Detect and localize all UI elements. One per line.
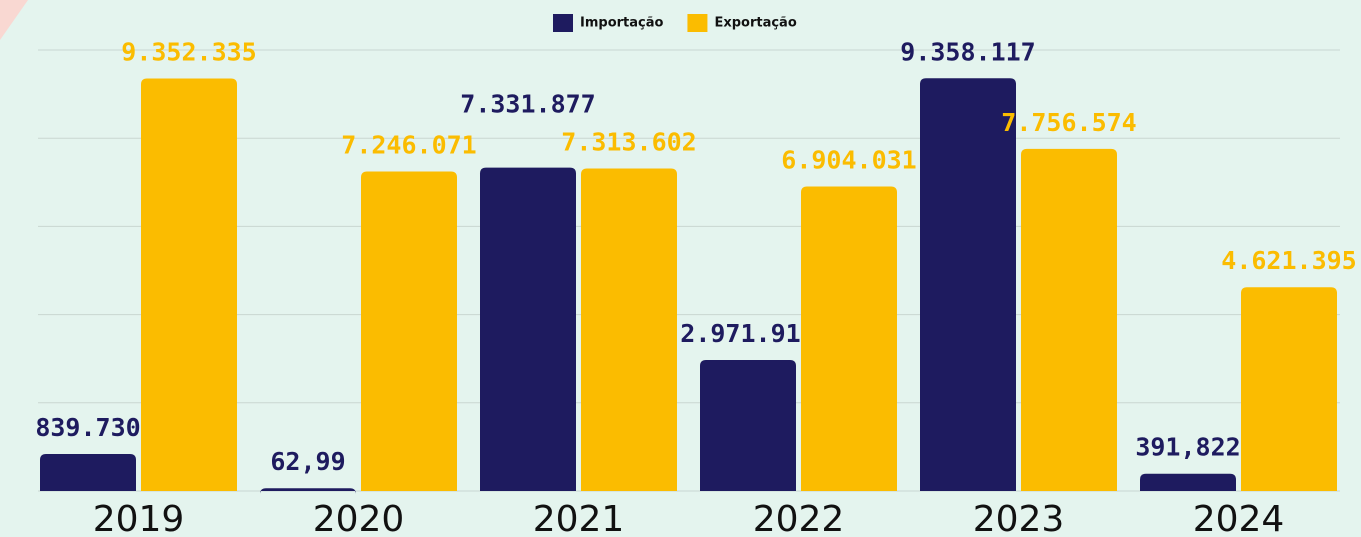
value-label: 7.313.602 <box>561 127 696 156</box>
bar <box>1241 287 1337 491</box>
value-label: 2.971.918 <box>680 319 815 348</box>
legend-label: Importação <box>580 16 663 31</box>
x-tick-label: 2024 <box>1193 499 1285 537</box>
bar <box>480 167 576 491</box>
bar <box>581 168 677 491</box>
value-label: 7.246.071 <box>341 130 476 159</box>
bar <box>700 359 796 491</box>
value-label: 9.358.117 <box>900 37 1035 66</box>
bar <box>141 78 237 492</box>
corner-decoration <box>0 0 28 40</box>
bar <box>40 453 136 491</box>
legend-label: Exportação <box>714 16 796 31</box>
value-label: 4.621.395 <box>1221 246 1356 275</box>
legend-swatch <box>687 14 708 32</box>
bar <box>260 488 356 495</box>
value-label: 7.756.574 <box>1001 108 1136 137</box>
value-label: 391,822 <box>1135 433 1240 462</box>
value-label: 62,99 <box>270 447 345 476</box>
bar <box>1140 473 1236 491</box>
bar <box>361 171 457 491</box>
x-tick-label: 2022 <box>753 499 845 537</box>
x-tick-label: 2020 <box>313 499 405 537</box>
legend-swatch <box>553 14 573 32</box>
value-label: 7.331.877 <box>460 90 595 119</box>
x-tick-label: 2023 <box>973 499 1065 537</box>
bar <box>1021 148 1117 491</box>
bar <box>920 78 1016 491</box>
value-label: 9.352.335 <box>121 38 256 67</box>
value-label: 6.904.031 <box>781 146 916 175</box>
bar <box>801 186 897 491</box>
x-tick-label: 2019 <box>93 499 185 537</box>
value-label: 839.730 <box>35 413 140 442</box>
x-tick-label: 2021 <box>533 499 625 537</box>
